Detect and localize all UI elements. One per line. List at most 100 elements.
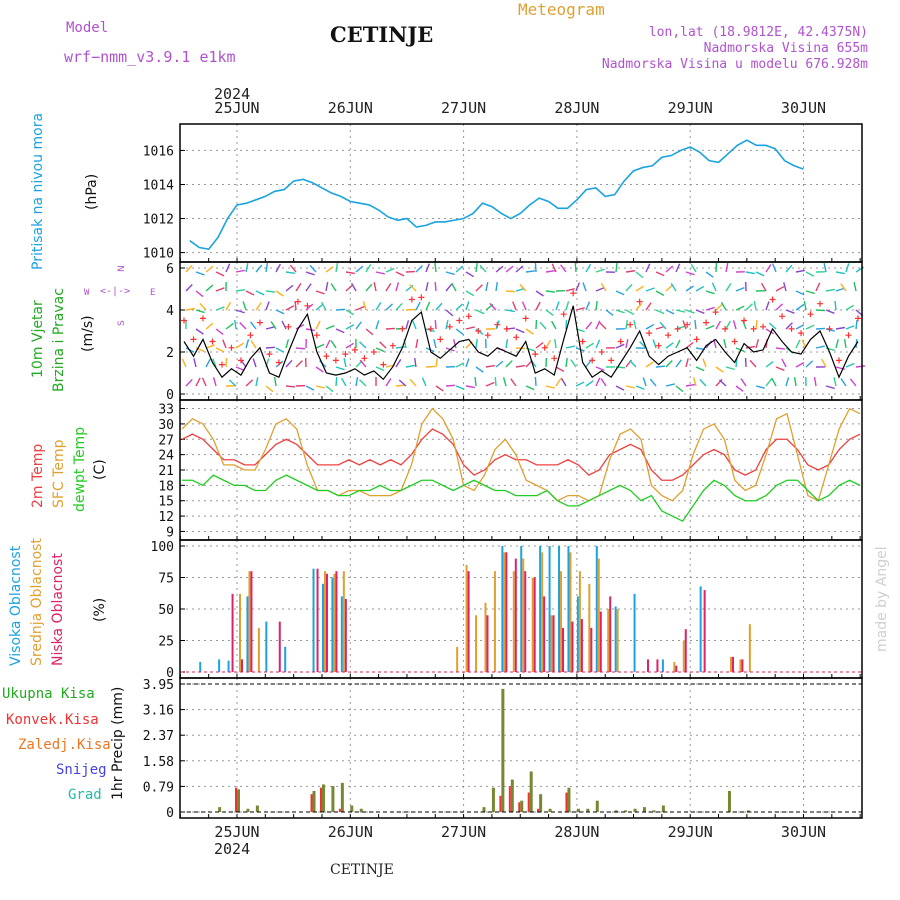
wind-barb — [732, 320, 737, 330]
wind-barb — [725, 366, 735, 371]
gust-marker — [750, 325, 757, 332]
gust-marker — [674, 325, 681, 332]
wind-barb — [365, 263, 372, 273]
wind-barb — [373, 282, 377, 292]
wind-barb — [575, 282, 581, 292]
precip-conv-bar — [499, 795, 502, 812]
cloud-high-bar — [265, 621, 268, 672]
wind-barb — [711, 282, 717, 292]
wind-barb — [415, 339, 419, 349]
wind-barb — [185, 307, 195, 311]
cloud-low-bar — [344, 598, 347, 672]
cloud-mid-bar — [475, 615, 478, 672]
wind-barb — [225, 323, 234, 330]
wind-barb — [795, 362, 805, 368]
cloud-high-bar — [614, 606, 617, 672]
wind-barb — [315, 303, 324, 311]
y-tick-label: 30 — [158, 418, 174, 433]
gust-marker — [798, 330, 805, 337]
wind-barb — [855, 365, 866, 368]
gust-marker — [503, 325, 510, 332]
wind-barb — [615, 343, 625, 349]
wind-barb — [445, 320, 449, 330]
wind-barb — [485, 282, 489, 292]
wind-barb — [785, 377, 790, 387]
wind-barb — [212, 377, 217, 387]
wind-barb — [395, 271, 405, 277]
wind-barb — [675, 385, 684, 393]
wind-barb — [445, 283, 453, 292]
wind-barb — [215, 271, 225, 277]
wind-barb — [385, 303, 394, 311]
wind-barb — [625, 283, 633, 292]
wind-barb — [535, 341, 544, 349]
wind-barb — [465, 290, 475, 297]
temp-2m-line — [181, 428, 861, 481]
wind-barb — [475, 366, 484, 373]
cloud-high-bar — [576, 596, 579, 672]
gust-marker — [560, 311, 567, 318]
wind-barb — [702, 358, 707, 368]
cloud-mid-bar — [597, 558, 600, 672]
wind-barb — [585, 380, 594, 387]
wind-barb — [281, 320, 287, 330]
precip-total-bar — [218, 807, 222, 812]
cloud-high-bar — [501, 546, 504, 672]
precip-conv-bar — [508, 786, 511, 812]
cloud-low-bar — [514, 558, 517, 672]
wind-barb — [575, 381, 585, 387]
wind-barb — [235, 366, 245, 372]
y-tick-label: 18 — [158, 479, 174, 494]
wind-barb — [783, 282, 787, 292]
wind-barb — [821, 358, 827, 368]
wind-barb — [335, 376, 338, 387]
wind-barb — [582, 282, 587, 292]
cloud-low-bar — [505, 552, 508, 672]
wind-barb — [225, 301, 232, 311]
wind-barb — [635, 285, 644, 292]
cloud-high-bar — [312, 568, 315, 672]
wind-barb — [445, 384, 456, 387]
cloud-high-bar — [246, 596, 249, 672]
wind-barb — [555, 366, 565, 373]
cloud-mid-bar — [333, 573, 336, 672]
gust-marker — [418, 294, 425, 301]
gust-marker — [627, 321, 634, 328]
y-tick-label: 9 — [166, 525, 174, 540]
gust-marker — [693, 336, 700, 343]
y-tick-label: 1.58 — [143, 755, 174, 770]
wind-barb — [515, 328, 525, 334]
wind-barb — [205, 322, 214, 330]
wind-barb — [585, 263, 592, 273]
wind-barb — [485, 381, 495, 387]
wind-barb — [225, 263, 231, 273]
precip-total-bar — [633, 808, 637, 812]
cloud-mid-bar — [682, 640, 685, 672]
wind-barb — [545, 290, 556, 293]
wind-barb — [385, 282, 392, 292]
wind-barb — [834, 300, 837, 311]
legend-zaledj: Zaledj.Kisa — [18, 737, 111, 753]
cloud-high-bar — [567, 546, 570, 672]
wind-barb — [740, 378, 747, 387]
cloud-high-bar — [558, 546, 561, 672]
gust-marker — [266, 351, 273, 358]
y-tick-label: 27 — [158, 433, 174, 448]
wind-barb — [409, 378, 417, 387]
cloud-low-bar — [543, 596, 546, 672]
wind-barb — [295, 283, 302, 292]
gust-marker — [294, 298, 301, 305]
wind-barb — [305, 328, 315, 332]
wind-barb — [255, 290, 265, 296]
gust-marker — [465, 313, 472, 320]
wind-barb — [805, 360, 814, 368]
wind-barb — [505, 265, 514, 273]
wind-barb — [435, 302, 443, 311]
gust-marker — [617, 338, 624, 345]
wind-barb — [195, 271, 205, 276]
wind-barb — [405, 308, 416, 311]
y-tick-label: 25 — [158, 635, 174, 650]
gust-marker — [646, 330, 653, 337]
wind-barb — [305, 303, 314, 311]
wind-barb — [320, 301, 327, 311]
